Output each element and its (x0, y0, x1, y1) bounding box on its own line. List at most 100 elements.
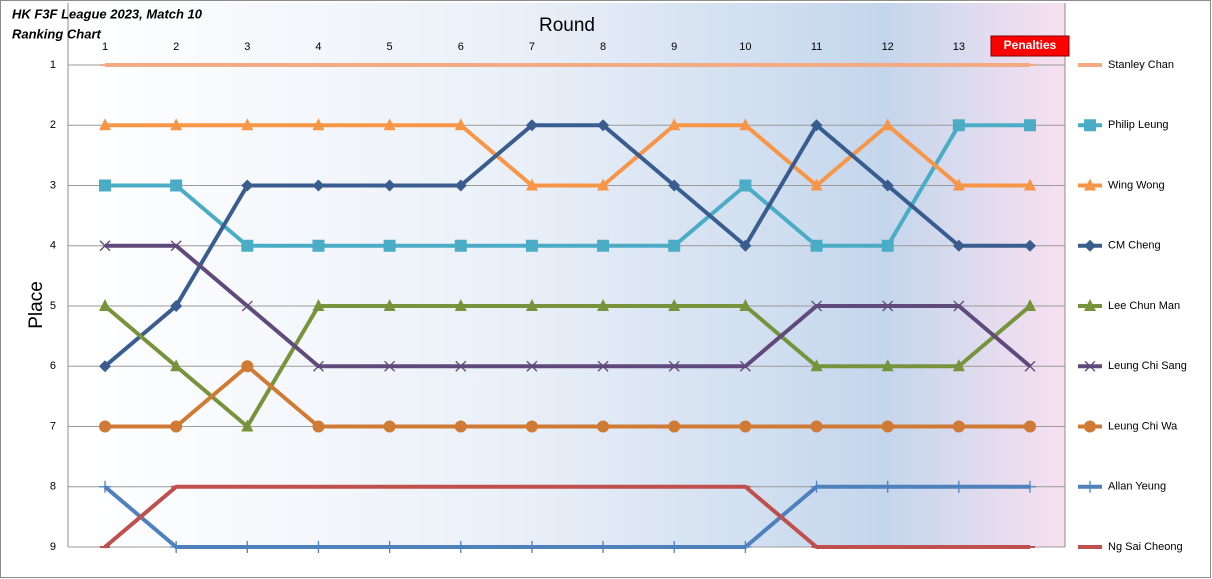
marker (170, 359, 183, 372)
marker (312, 541, 325, 553)
marker (1024, 119, 1036, 132)
marker (241, 239, 254, 252)
marker (312, 118, 325, 131)
x-tick-label: 11 (811, 41, 822, 53)
x-tick-label: 13 (953, 41, 965, 53)
marker (952, 480, 965, 493)
series-line (103, 484, 1030, 549)
marker (525, 420, 538, 433)
marker (312, 420, 325, 433)
y-axis-title: Place (26, 281, 47, 329)
marker (383, 299, 396, 311)
y-tick-label: 2 (50, 119, 56, 131)
marker (952, 178, 965, 191)
marker (241, 118, 254, 131)
marker (668, 541, 681, 553)
chart-subtitle: Ranking Chart (12, 26, 102, 41)
marker (739, 541, 752, 553)
marker (99, 480, 111, 493)
marker (383, 239, 396, 252)
marker (668, 360, 680, 372)
marker (953, 300, 965, 312)
marker (313, 360, 324, 372)
marker (597, 420, 610, 433)
legend-label: Wing Wong (1108, 179, 1165, 191)
legend-label: Philip Leung (1108, 119, 1169, 131)
marker (597, 541, 610, 553)
y-tick-label: 7 (50, 420, 56, 432)
marker (312, 299, 325, 311)
marker (1024, 239, 1036, 252)
legend-label: CM Cheng (1108, 240, 1161, 252)
marker (241, 179, 254, 192)
series-line (103, 484, 1030, 549)
legend-label: Allan Yeung (1108, 481, 1166, 493)
marker (241, 541, 254, 553)
x-tick-label: Penalties (1004, 38, 1057, 52)
marker (881, 480, 894, 493)
marker (952, 359, 965, 372)
marker (881, 359, 894, 372)
marker (455, 360, 467, 372)
series-line (105, 364, 1030, 429)
y-tick-label: 3 (50, 179, 56, 191)
x-tick-label: 10 (739, 41, 751, 53)
marker (454, 118, 467, 131)
marker (952, 239, 965, 252)
marker (99, 240, 111, 252)
legend-label: Ng Sai Cheong (1108, 541, 1183, 553)
x-tick-label: 12 (882, 41, 894, 53)
marker (1084, 239, 1096, 252)
marker (383, 118, 396, 131)
legend-label: Lee Chun Man (1108, 300, 1180, 312)
marker (383, 179, 396, 192)
x-tick-label: 2 (173, 41, 179, 53)
marker (383, 420, 396, 433)
marker (99, 179, 111, 192)
marker (1024, 360, 1036, 372)
legend-label: Leung Chi Wa (1108, 420, 1178, 432)
y-tick-label: 9 (50, 541, 56, 553)
marker (1024, 178, 1036, 191)
marker (525, 541, 538, 553)
marker (810, 178, 823, 191)
chart-title: HK F3F League 2023, Match 10 (12, 6, 203, 21)
marker (810, 239, 823, 252)
marker (1084, 480, 1096, 493)
marker (170, 240, 182, 252)
marker (597, 178, 610, 191)
y-tick-label: 8 (50, 481, 56, 493)
x-tick-label: 1 (102, 41, 108, 53)
marker (312, 239, 325, 252)
marker (597, 360, 609, 372)
marker (241, 360, 254, 373)
marker (170, 541, 183, 553)
marker (881, 118, 894, 131)
marker (99, 299, 111, 311)
marker (597, 299, 610, 311)
series-line (105, 123, 1030, 248)
marker (454, 541, 467, 553)
marker (241, 300, 253, 312)
x-tick-label: 8 (600, 41, 606, 53)
marker (454, 420, 467, 433)
x-tick-label: 5 (387, 41, 393, 53)
marker (1024, 299, 1036, 311)
marker (882, 300, 894, 312)
marker (99, 360, 111, 373)
marker (312, 179, 325, 192)
y-tick-label: 4 (50, 240, 56, 252)
marker (454, 299, 467, 311)
y-tick-label: 6 (50, 360, 56, 372)
series-line (103, 304, 1032, 429)
marker (384, 360, 396, 372)
marker (810, 480, 823, 493)
marker (810, 119, 823, 132)
marker (811, 300, 822, 312)
marker (1084, 360, 1096, 372)
marker (881, 239, 894, 252)
marker (739, 299, 752, 311)
x-tick-label: 4 (315, 41, 321, 53)
marker (739, 118, 752, 131)
marker (170, 300, 183, 312)
